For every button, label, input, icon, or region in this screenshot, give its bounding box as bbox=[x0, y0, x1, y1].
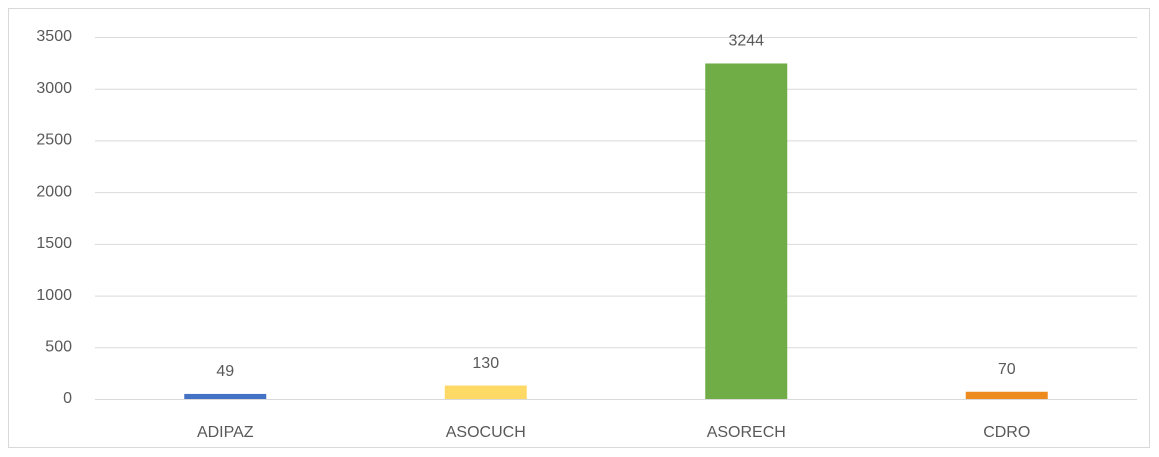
bar bbox=[965, 391, 1048, 399]
data-label: 70 bbox=[998, 361, 1016, 378]
data-label: 3244 bbox=[728, 33, 764, 50]
x-tick-label: ASOCUCH bbox=[446, 424, 526, 441]
y-tick-label: 2500 bbox=[36, 132, 72, 149]
y-tick-label: 1500 bbox=[36, 235, 72, 252]
bar bbox=[184, 393, 267, 399]
x-tick-label: ASORECH bbox=[707, 424, 786, 441]
y-tick-label: 3000 bbox=[36, 80, 72, 97]
y-tick-label: 0 bbox=[63, 390, 72, 407]
chart-border bbox=[8, 8, 1150, 448]
x-tick-label: ADIPAZ bbox=[197, 424, 254, 441]
x-tick-label: CDRO bbox=[983, 424, 1030, 441]
data-label: 49 bbox=[216, 363, 234, 380]
data-label: 130 bbox=[472, 355, 499, 372]
y-tick-label: 2000 bbox=[36, 183, 72, 200]
bar bbox=[705, 63, 788, 399]
y-tick-label: 3500 bbox=[36, 28, 72, 45]
y-tick-label: 500 bbox=[45, 339, 72, 356]
y-tick-label: 1000 bbox=[36, 287, 72, 304]
bar bbox=[444, 385, 527, 399]
